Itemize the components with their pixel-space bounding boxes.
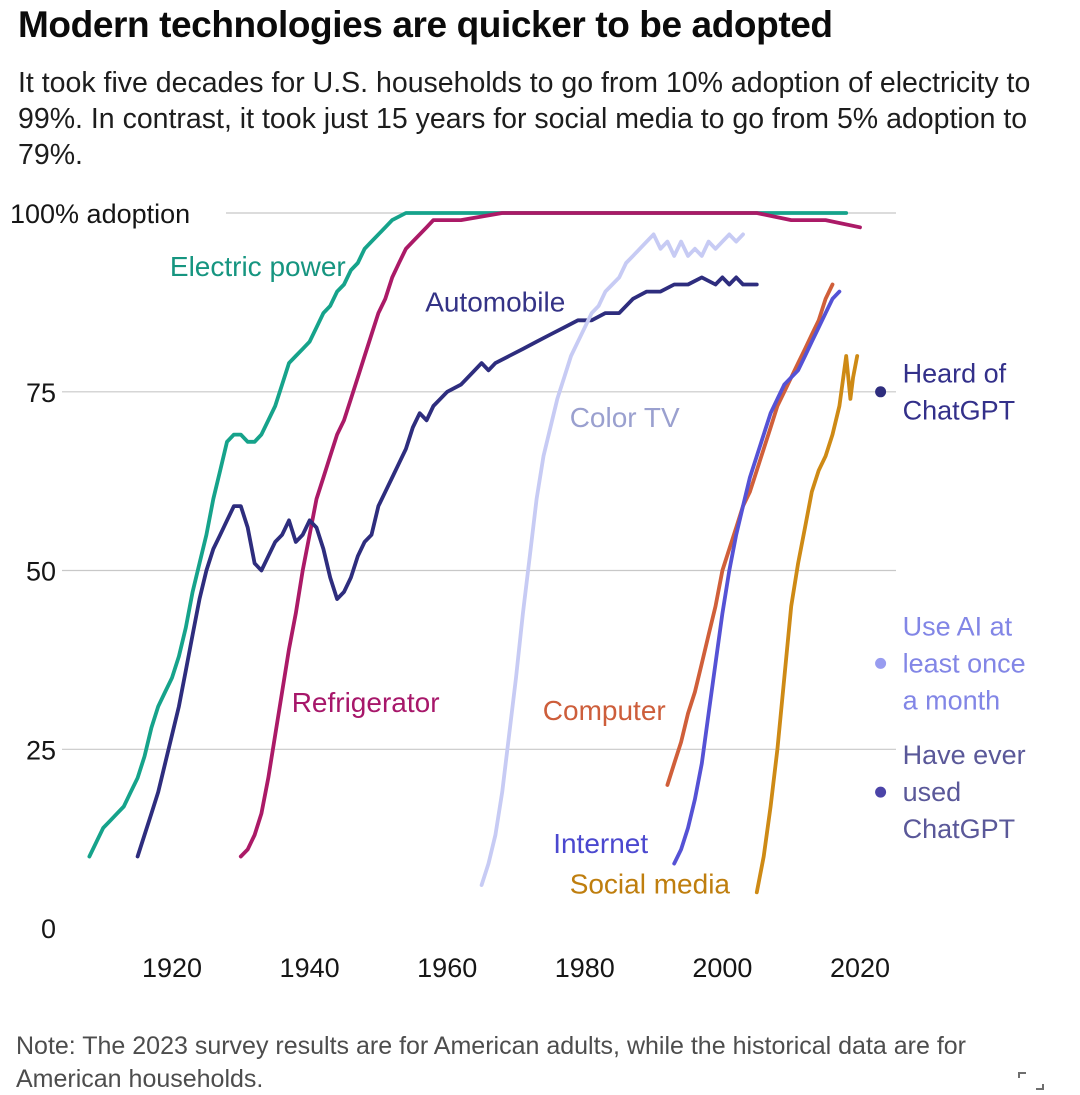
series-line-automobile bbox=[135, 275, 759, 859]
page-subtitle: It took five decades for U.S. households… bbox=[18, 67, 1031, 171]
series-label-automobile: Automobile bbox=[425, 287, 565, 318]
annotation-line: used bbox=[903, 777, 962, 807]
annotation-dot-heard-of-chatgpt bbox=[875, 386, 887, 398]
series-line-refrigerator bbox=[238, 211, 862, 859]
series-line-color-tv bbox=[479, 232, 745, 887]
series-label-internet: Internet bbox=[553, 828, 648, 859]
annotation-dot-have-ever-used-chatgpt bbox=[875, 786, 887, 798]
expand-icon[interactable] bbox=[1018, 1072, 1044, 1090]
x-tick-label-1920: 1920 bbox=[142, 953, 202, 983]
annotation-line: ChatGPT bbox=[903, 814, 1016, 844]
x-tick-label-2000: 2000 bbox=[692, 953, 752, 983]
adoption-chart: 100% adoption 75 50 25 0 1920 1940 1960 1980 2000… bbox=[0, 195, 1080, 995]
series-line-internet bbox=[672, 289, 842, 866]
annotation-dot-use-ai-at-least-once-a-month bbox=[875, 657, 887, 669]
x-tick-label-2020: 2020 bbox=[830, 953, 890, 983]
annotation-line: a month bbox=[903, 686, 1001, 716]
annotation-label-use-ai-at-least-once-a-month: Use AI at least once a month bbox=[903, 611, 1026, 715]
y-tick-label-50: 50 bbox=[26, 557, 56, 587]
y-tick-label-0: 0 bbox=[41, 914, 56, 944]
annotation-label-heard-of-chatgpt: Heard of ChatGPT bbox=[903, 358, 1016, 425]
x-tick-label-1940: 1940 bbox=[280, 953, 340, 983]
x-tick-label-1960: 1960 bbox=[417, 953, 477, 983]
y-tick-label-25: 25 bbox=[26, 735, 56, 765]
series-label-social-media: Social media bbox=[570, 869, 731, 900]
adoption-chart-svg: 100% adoption 75 50 25 0 1920 1940 1960 1980 2000… bbox=[10, 199, 1026, 983]
series-line-electric-power bbox=[87, 211, 849, 859]
x-tick-label-1980: 1980 bbox=[555, 953, 615, 983]
annotation-line: Use AI at bbox=[903, 611, 1013, 641]
annotation-line: Have ever bbox=[903, 740, 1026, 770]
series-label-refrigerator: Refrigerator bbox=[292, 687, 440, 718]
series-line-social-media bbox=[754, 354, 860, 895]
y-axis-top-label: 100% adoption bbox=[10, 199, 190, 229]
annotation-line: ChatGPT bbox=[903, 395, 1016, 425]
series-line-computer bbox=[665, 282, 835, 787]
page-title: Modern technologies are quicker to be ad… bbox=[18, 4, 833, 45]
annotation-label-have-ever-used-chatgpt: Have ever used ChatGPT bbox=[903, 740, 1026, 844]
annotation-line: Heard of bbox=[903, 358, 1007, 388]
series-label-color-tv: Color TV bbox=[570, 402, 680, 433]
annotation-line: least once bbox=[903, 648, 1026, 678]
series-label-computer: Computer bbox=[543, 695, 666, 726]
y-tick-label-75: 75 bbox=[26, 378, 56, 408]
footnote: Note: The 2023 survey results are for Am… bbox=[16, 1032, 967, 1093]
series-label-electric-power: Electric power bbox=[170, 251, 346, 282]
